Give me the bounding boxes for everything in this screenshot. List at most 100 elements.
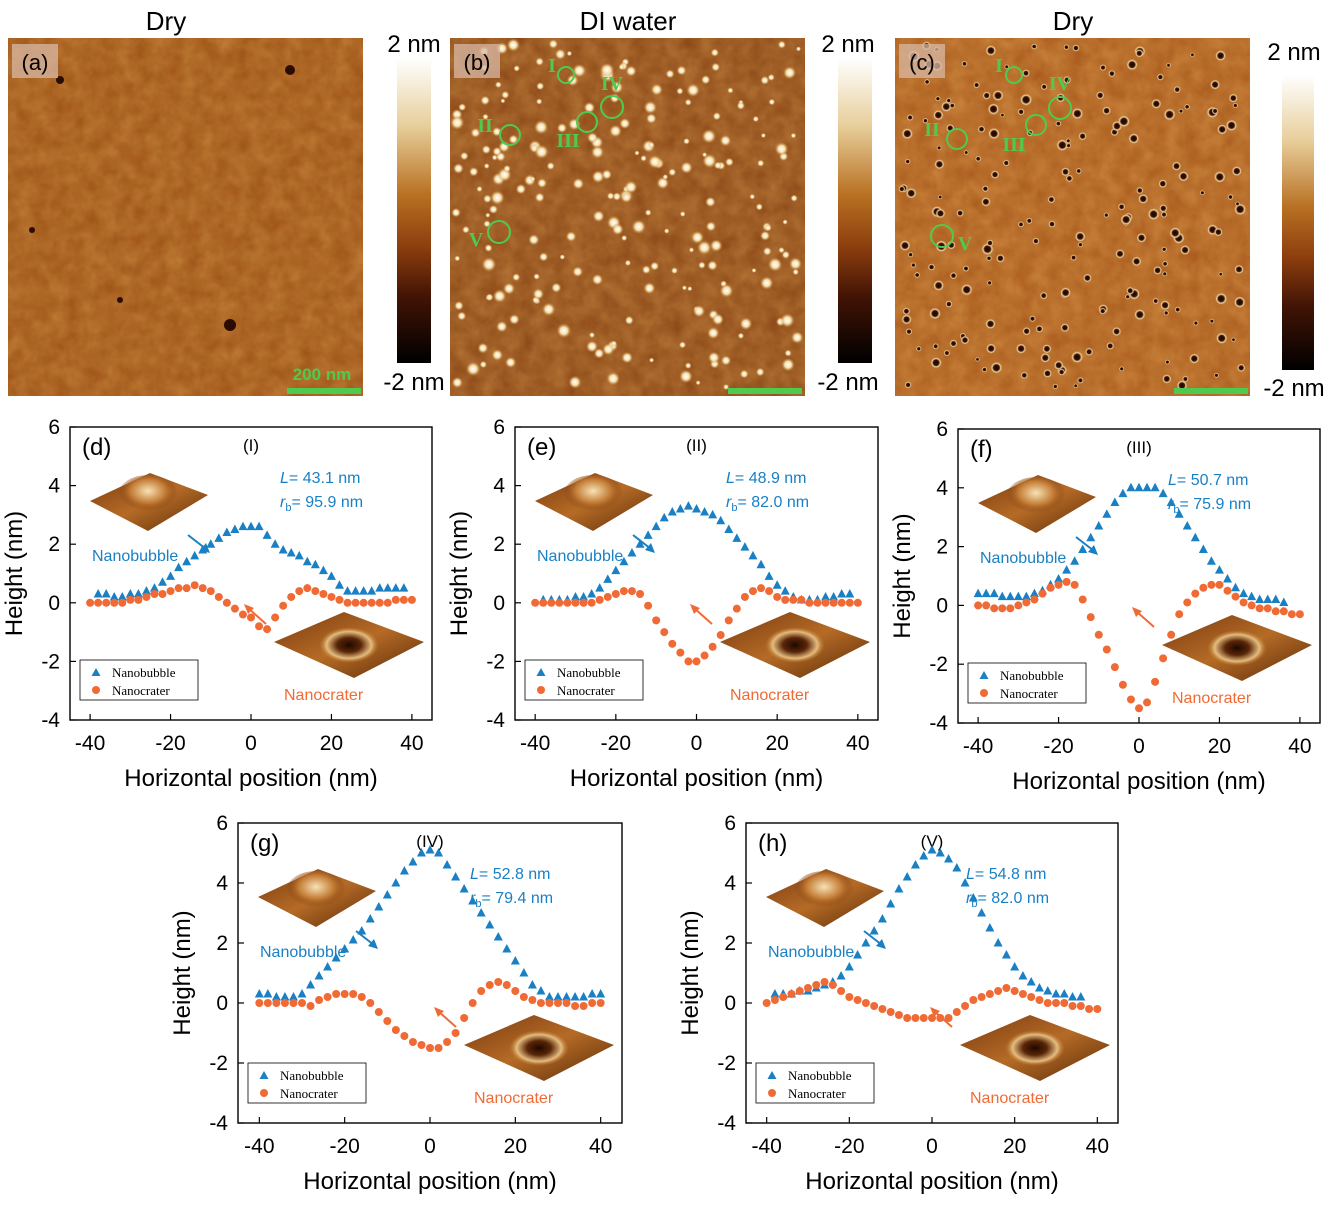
x-axis-title: Horizontal position (nm)	[805, 1168, 1058, 1195]
nanobubble-point	[442, 860, 452, 869]
nanocrater-arrowhead	[244, 604, 254, 614]
nanobubble-dot	[709, 239, 723, 253]
nanocrater-point	[1043, 999, 1052, 1007]
nanobubble-point	[1174, 509, 1184, 518]
nanobubble-point	[780, 586, 790, 595]
nanocrater-point	[340, 990, 349, 998]
nanobubble-point	[1094, 521, 1104, 530]
nanocrater-dot	[1158, 179, 1168, 189]
y-tick-label: 0	[216, 992, 228, 1015]
nanocrater-dot	[1163, 310, 1170, 316]
nanobubble-point	[1001, 950, 1011, 959]
nanocrater-point	[928, 1014, 936, 1022]
nanobubble-dot	[640, 155, 647, 162]
nanocrater-dot	[1233, 296, 1246, 309]
nanocrater-point	[1062, 577, 1071, 586]
nanobubble-point	[222, 527, 232, 536]
nanobubble-dot	[621, 192, 632, 203]
nanobubble-point	[1279, 597, 1289, 606]
nanocrater-dot	[1002, 159, 1010, 167]
nanobubble-dot	[641, 265, 651, 275]
y-tick-label: 6	[936, 418, 948, 441]
nanocrater-dot	[1131, 256, 1142, 267]
nanocrater-dot	[1163, 108, 1176, 121]
legend-box	[247, 1062, 367, 1104]
y-tick-label: 6	[724, 812, 736, 835]
nanobubble-point	[109, 591, 119, 601]
nanocrater-dot	[1135, 186, 1144, 195]
nanocrater-point	[1054, 580, 1063, 589]
colorbar-gradient	[1282, 75, 1314, 370]
nanobubble-point	[1018, 971, 1028, 980]
nanobubble-point	[708, 509, 718, 519]
nanobubble-dot	[687, 286, 693, 292]
nanobubble-point	[1134, 482, 1144, 492]
nanobubble-point	[740, 542, 750, 551]
nanobubble-label: Nanobubble	[92, 548, 178, 565]
nanocrater-point	[391, 595, 400, 604]
nanocrater-dot	[930, 356, 943, 369]
nanocrater-point	[375, 598, 384, 607]
afm-title: DI water	[580, 6, 677, 36]
afm-defect	[285, 65, 295, 75]
nanobubble-dot	[592, 210, 605, 223]
nanocrater-point	[1239, 598, 1248, 607]
x-tick-label: -20	[329, 1135, 359, 1158]
scale-bar	[287, 388, 361, 394]
nanobubble-point	[343, 586, 353, 595]
nanobubble-point	[544, 992, 554, 1001]
nanobubble-point	[326, 571, 336, 580]
nanobubble-dot	[684, 98, 692, 106]
nanocrater-dot	[1164, 359, 1171, 365]
legend-box	[79, 659, 199, 701]
nanocrater-point	[1085, 1005, 1094, 1013]
nanocrater-dot	[1136, 232, 1147, 244]
nanocrater-dot	[973, 81, 981, 89]
nanobubble-dot	[534, 144, 549, 159]
nanobubble-point	[1110, 497, 1120, 506]
nanobubble-3d-dome	[1006, 477, 1066, 517]
nanocrater-point	[1223, 586, 1232, 595]
nanobubble-point	[667, 506, 677, 516]
nanobubble-dot	[621, 234, 628, 242]
svg-text:V: V	[469, 229, 484, 251]
nanocrater-point	[374, 1008, 383, 1016]
nanocrater-arrowhead	[690, 604, 700, 614]
nanocrater-point	[1295, 610, 1304, 619]
nanobubble-point	[365, 914, 375, 923]
nanocrater-point	[762, 999, 771, 1007]
nanocrater-point	[443, 1038, 452, 1046]
nanocrater-dot	[906, 113, 914, 122]
nanocrater-dot	[1078, 131, 1088, 141]
nanocrater-point	[692, 657, 701, 666]
nanocrater-dot	[995, 253, 1006, 263]
x-axis-title: Horizontal position (nm)	[303, 1168, 556, 1195]
nanobubble-dot	[681, 285, 688, 291]
nanocrater-dot	[986, 239, 994, 247]
colorbar-1: 2 nm -2 nm	[383, 31, 444, 396]
nanobubble-dot	[707, 351, 721, 364]
nanobubble-dot	[451, 207, 461, 218]
y-tick-label: -2	[41, 650, 60, 673]
nanocrater-dot	[1114, 248, 1126, 259]
nanocrater-point	[359, 598, 368, 607]
nanocrater-dot	[1025, 217, 1033, 225]
nanobubble-point	[968, 893, 978, 902]
nanocrater-dot	[1134, 48, 1144, 58]
nanocrater-dot	[949, 102, 956, 109]
nanobubble-point	[1102, 509, 1112, 518]
nanobubble-point	[732, 533, 742, 542]
nanobubble-point	[306, 980, 316, 989]
nanobubble-dot	[762, 246, 772, 256]
nanobubble-dot	[488, 204, 498, 214]
y-tick-label: 2	[493, 533, 505, 556]
nanocrater-dot	[1189, 52, 1195, 58]
svg-text:I: I	[995, 55, 1003, 77]
nanocrater-point	[174, 584, 183, 593]
nanobubble-dot	[490, 190, 505, 205]
nanocrater-point	[660, 628, 669, 637]
x-tick-label: 20	[1003, 1135, 1026, 1158]
nanocrater-dot	[1118, 366, 1125, 372]
nanobubble-dot	[680, 161, 693, 174]
